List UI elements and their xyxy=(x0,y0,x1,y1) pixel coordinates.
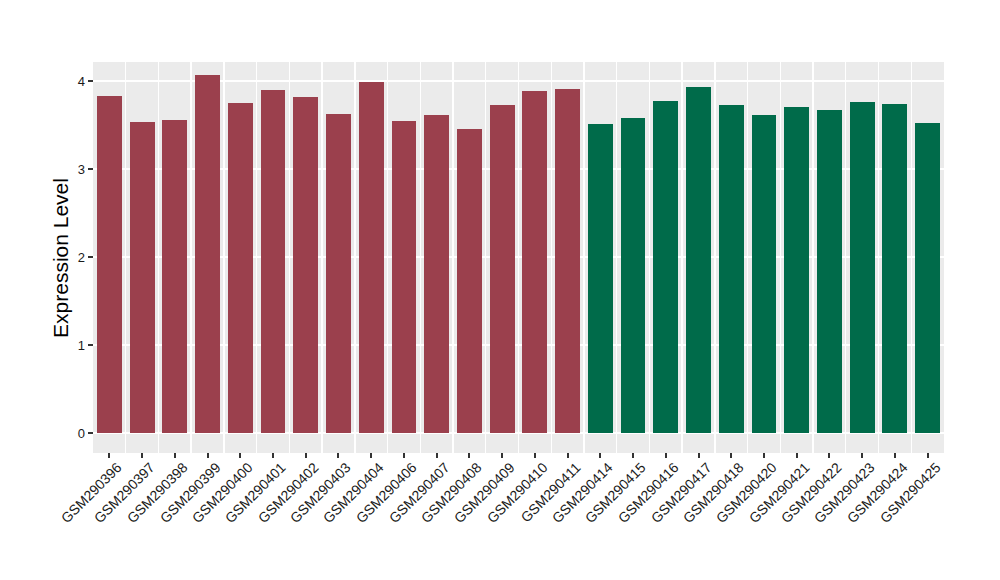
bar-GSM290408 xyxy=(457,129,482,433)
x-tick-GSM290422 xyxy=(828,453,830,458)
x-tick-GSM290409 xyxy=(501,453,503,458)
bar-GSM290422 xyxy=(817,110,842,433)
x-tick-GSM290401 xyxy=(272,453,274,458)
x-tick-GSM290396 xyxy=(108,453,110,458)
bar-GSM290420 xyxy=(752,115,777,433)
x-tick-GSM290411 xyxy=(567,453,569,458)
y-tick-label-0: 0 xyxy=(59,427,85,440)
bar-GSM290406 xyxy=(392,121,417,433)
bar-GSM290410 xyxy=(522,91,547,433)
bar-GSM290425 xyxy=(915,123,940,433)
y-tick-label-3: 3 xyxy=(59,163,85,176)
bar-GSM290398 xyxy=(162,120,187,433)
bar-GSM290424 xyxy=(882,104,907,433)
y-tick-0 xyxy=(88,432,93,434)
bar-GSM290416 xyxy=(653,101,678,433)
bar-GSM290401 xyxy=(261,90,286,433)
bar-GSM290403 xyxy=(326,114,351,433)
bar-GSM290402 xyxy=(293,97,318,433)
y-tick-2 xyxy=(88,256,93,258)
bar-GSM290411 xyxy=(555,89,580,433)
x-tick-GSM290424 xyxy=(894,453,896,458)
expression-bar-chart: Expression Level 01234GSM290396GSM290397… xyxy=(0,0,1000,580)
x-tick-GSM290403 xyxy=(337,453,339,458)
x-tick-GSM290400 xyxy=(239,453,241,458)
x-tick-GSM290398 xyxy=(174,453,176,458)
bar-GSM290417 xyxy=(686,87,711,433)
plot-panel xyxy=(93,62,944,453)
x-tick-GSM290421 xyxy=(796,453,798,458)
bar-GSM290418 xyxy=(719,105,744,433)
bar-GSM290404 xyxy=(359,82,384,433)
y-tick-3 xyxy=(88,168,93,170)
gridline-horizontal-4 xyxy=(93,80,944,82)
x-tick-GSM290417 xyxy=(698,453,700,458)
x-tick-GSM290420 xyxy=(763,453,765,458)
y-tick-label-4: 4 xyxy=(59,75,85,88)
x-tick-GSM290397 xyxy=(141,453,143,458)
bar-GSM290421 xyxy=(784,107,809,433)
bar-GSM290407 xyxy=(424,115,449,433)
bar-GSM290423 xyxy=(850,102,875,433)
x-tick-GSM290404 xyxy=(370,453,372,458)
y-tick-label-2: 2 xyxy=(59,251,85,264)
y-tick-1 xyxy=(88,344,93,346)
bar-GSM290409 xyxy=(490,105,515,433)
bar-GSM290396 xyxy=(97,96,122,433)
bar-GSM290414 xyxy=(588,124,613,433)
x-tick-GSM290410 xyxy=(534,453,536,458)
bar-GSM290400 xyxy=(228,103,253,433)
x-tick-GSM290415 xyxy=(632,453,634,458)
x-tick-GSM290406 xyxy=(403,453,405,458)
x-tick-GSM290407 xyxy=(436,453,438,458)
x-tick-GSM290418 xyxy=(730,453,732,458)
x-tick-GSM290402 xyxy=(305,453,307,458)
bar-GSM290415 xyxy=(621,118,646,433)
bar-GSM290397 xyxy=(130,122,155,433)
x-tick-GSM290423 xyxy=(861,453,863,458)
bar-GSM290399 xyxy=(195,75,220,433)
y-tick-4 xyxy=(88,80,93,82)
x-tick-GSM290416 xyxy=(665,453,667,458)
x-tick-GSM290425 xyxy=(927,453,929,458)
x-tick-GSM290414 xyxy=(599,453,601,458)
x-tick-GSM290408 xyxy=(468,453,470,458)
x-tick-GSM290399 xyxy=(207,453,209,458)
y-tick-label-1: 1 xyxy=(59,339,85,352)
